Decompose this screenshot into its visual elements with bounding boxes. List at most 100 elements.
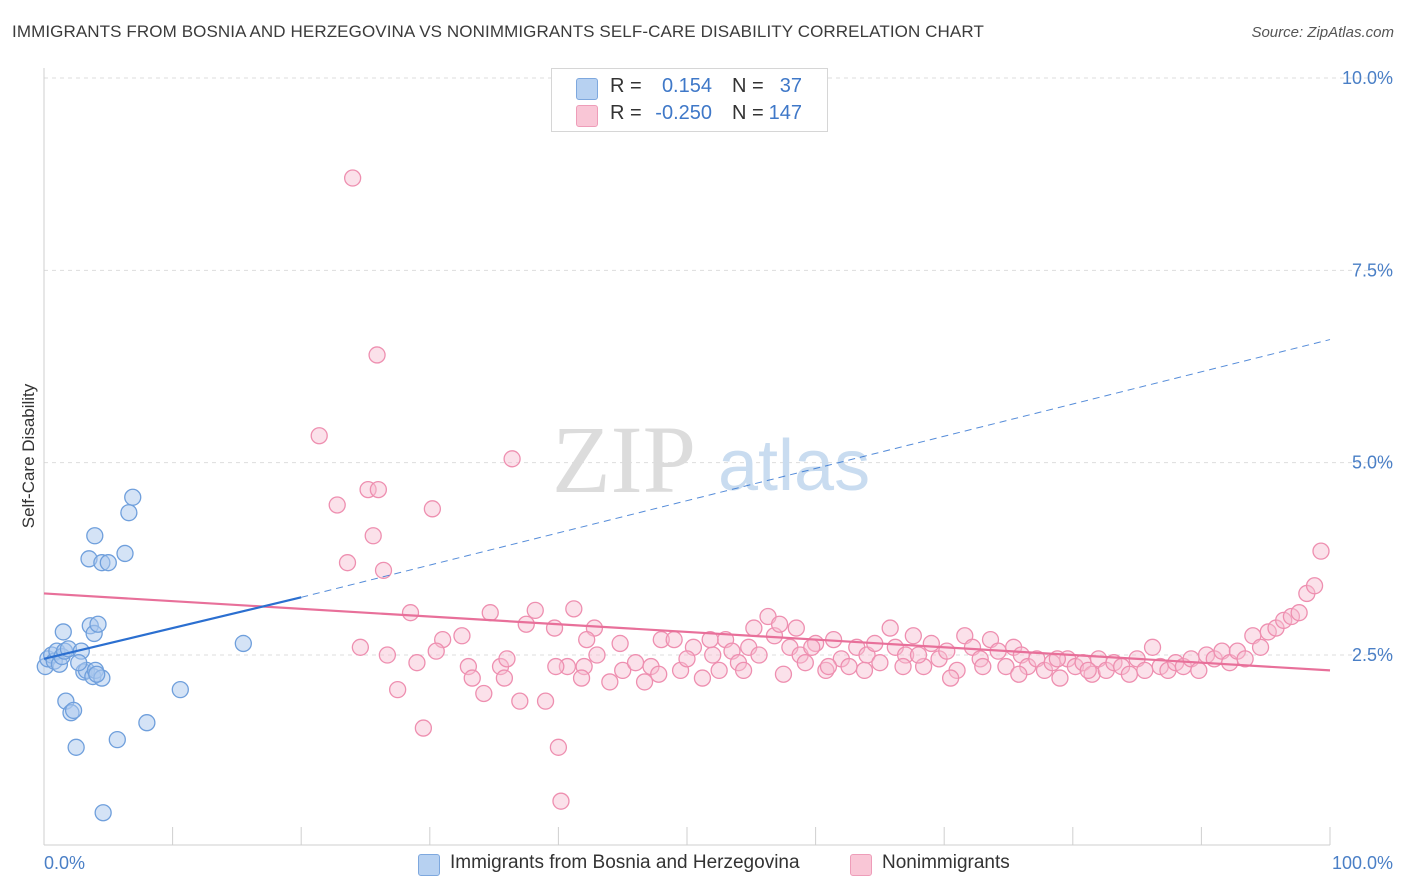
nonimmigrants-point: [453, 627, 471, 645]
nonimmigrants-point: [652, 630, 670, 649]
nonimmigrants-swatch: [850, 854, 872, 876]
nonimmigrants-point: [517, 615, 535, 633]
n-label: N =: [732, 102, 764, 124]
bosnia-point: [64, 701, 83, 720]
bosnia-point: [88, 665, 106, 683]
legend-label-bosnia: Immigrants from Bosnia and Herzegovina: [450, 852, 800, 873]
nonimmigrants-point: [565, 600, 583, 618]
x-tick-label-start: 0.0%: [44, 853, 85, 873]
nonimmigrants-point: [588, 646, 606, 664]
y-tick-label: 10.0%: [1342, 68, 1393, 88]
n-value: 37: [779, 75, 802, 97]
bosnia-point: [116, 544, 134, 563]
bosnia-point: [234, 634, 252, 653]
nonimmigrants-point: [894, 657, 912, 676]
y-axis-label: Self-Care Disability: [19, 383, 38, 528]
chart-title: IMMIGRANTS FROM BOSNIA AND HERZEGOVINA V…: [12, 22, 984, 41]
nonimmigrants-point: [545, 619, 564, 637]
nonimmigrants-point: [423, 500, 442, 518]
nonimmigrants-point: [364, 527, 382, 545]
nonimmigrants-point: [1290, 604, 1308, 622]
nonimmigrants-point: [503, 450, 521, 468]
nonimmigrants-point: [997, 657, 1015, 676]
nonimmigrants-point: [745, 619, 763, 637]
nonimmigrants-point: [578, 630, 596, 649]
bosnia-trend-line: [43, 596, 302, 660]
nonimmigrants-point: [310, 427, 328, 445]
nonimmigrants-point: [734, 661, 753, 680]
nonimmigrants-point: [881, 619, 899, 637]
n-value: 147: [768, 102, 802, 124]
legend-label-nonimmigrants: Nonimmigrants: [882, 852, 1010, 873]
nonimmigrants-point: [1236, 650, 1254, 668]
nonimmigrants-point: [328, 496, 346, 514]
nonimmigrants-point: [368, 346, 386, 364]
nonimmigrants-point: [374, 561, 393, 580]
nonimmigrants-point: [1079, 661, 1097, 680]
watermark-zip: ZIP: [552, 406, 696, 513]
nonimmigrants-point: [701, 630, 719, 649]
nonimmigrants-trend-line: [43, 592, 1331, 672]
nonimmigrants-swatch: [576, 105, 598, 127]
nonimmigrants-point: [787, 619, 805, 637]
y-tick-label: 5.0%: [1352, 453, 1393, 473]
nonimmigrants-point: [536, 692, 555, 710]
bosnia-point: [86, 527, 104, 545]
bosnia-point: [120, 504, 138, 522]
bosnia-point: [99, 554, 117, 572]
nonimmigrants-point: [572, 669, 591, 687]
r-label: R =: [610, 102, 642, 124]
bosnia-point: [67, 738, 85, 756]
nonimmigrants-point: [498, 650, 516, 668]
nonimmigrants-point: [941, 669, 960, 687]
nonimmigrants-point: [526, 601, 544, 620]
nonimmigrants-point: [378, 646, 397, 664]
nonimmigrants-point: [1051, 669, 1069, 687]
nonimmigrants-point: [401, 604, 420, 622]
nonimmigrants-point: [369, 480, 388, 499]
x-tick-label-end: 100.0%: [1332, 853, 1393, 873]
nonimmigrants-point: [388, 680, 407, 699]
nonimmigrants-point: [650, 665, 668, 683]
nonimmigrants-point: [704, 646, 722, 664]
nonimmigrants-point: [1010, 665, 1028, 683]
nonimmigrants-point: [481, 604, 499, 622]
nonimmigrants-point: [665, 630, 683, 649]
bosnia-point: [124, 488, 142, 506]
nonimmigrants-point: [1120, 665, 1139, 683]
nonimmigrants-point: [1312, 542, 1330, 560]
nonimmigrants-point: [840, 657, 858, 676]
trend-lines: [43, 339, 1331, 672]
nonimmigrants-point: [904, 627, 922, 645]
x-tick-labels: 0.0% 100.0%: [44, 853, 1393, 873]
nonimmigrants-point: [427, 642, 445, 660]
nonimmigrants-point: [938, 642, 956, 660]
nonimmigrants-point: [475, 684, 493, 703]
nonimmigrants-point: [547, 657, 565, 676]
nonimmigrants-point: [770, 615, 789, 633]
source-label: Source: ZipAtlas.com: [1251, 24, 1394, 41]
stats-row-nonimmigrants: R = -0.250 N = 147: [552, 102, 827, 128]
r-value: -0.250: [655, 102, 712, 124]
bosnia-point: [70, 654, 88, 672]
nonimmigrants-point: [511, 692, 529, 710]
nonimmigrants-points: [310, 169, 1330, 810]
nonimmigrants-point: [1305, 577, 1324, 595]
nonimmigrants-point: [626, 654, 645, 672]
stats-row-bosnia: R = 0.154 N = 37: [552, 75, 827, 101]
nonimmigrants-point: [871, 654, 889, 672]
bosnia-point: [108, 730, 126, 749]
r-value: 0.154: [661, 75, 712, 97]
watermark-atlas: atlas: [718, 426, 870, 506]
nonimmigrants-point: [855, 661, 874, 680]
nonimmigrants-point: [803, 638, 821, 656]
bosnia-points: [36, 488, 252, 822]
bosnia-swatch: [418, 854, 440, 876]
watermark: ZIP atlas: [552, 406, 870, 513]
y-tick-label: 7.5%: [1352, 260, 1393, 280]
bosnia-point: [94, 804, 112, 822]
nonimmigrants-point: [351, 638, 370, 656]
bosnia-point: [171, 680, 189, 699]
bosnia-swatch: [576, 78, 598, 100]
